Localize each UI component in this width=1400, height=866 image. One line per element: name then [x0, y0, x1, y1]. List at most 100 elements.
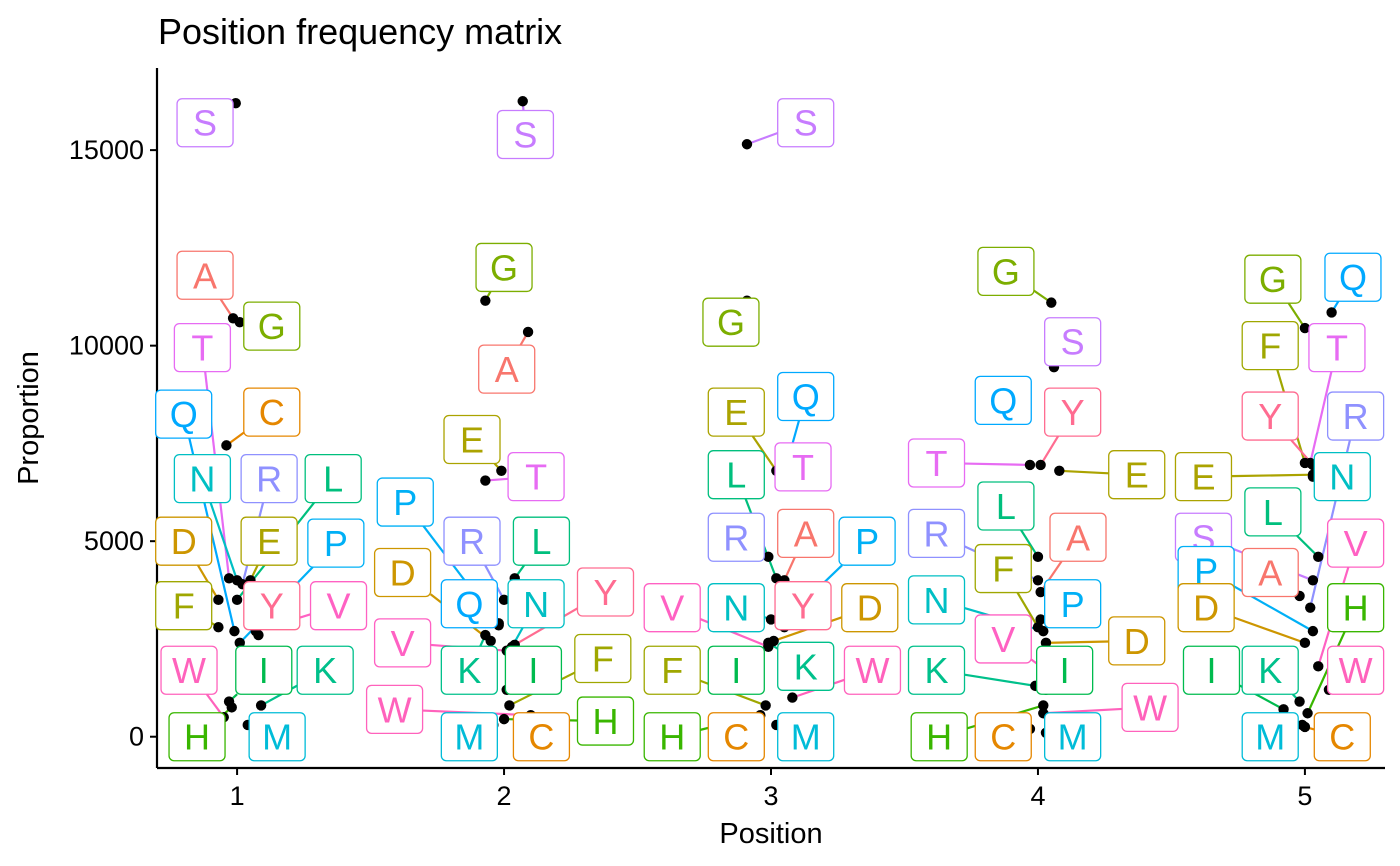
letter-label-box	[843, 645, 902, 695]
letter-label-text: V	[391, 623, 415, 664]
letter-label-box	[160, 645, 218, 695]
letter-label-box	[977, 246, 1035, 297]
letter-label-text: F	[173, 586, 195, 627]
letter-label-l: L	[512, 516, 571, 566]
letter-label-text: S	[193, 103, 217, 144]
letter-label-box	[974, 375, 1032, 426]
letter-label-text: F	[661, 650, 683, 691]
connector-line-l	[1020, 529, 1039, 558]
letter-label-text: P	[1061, 584, 1085, 625]
letter-label-box	[1044, 712, 1102, 762]
letter-label-text: F	[592, 639, 614, 680]
letter-label-box	[1326, 645, 1385, 695]
connector-line-e	[1059, 469, 1109, 475]
letter-label-text: G	[992, 251, 1020, 292]
letter-label-box	[496, 109, 555, 160]
connector-line-d	[1045, 640, 1109, 644]
letter-label-f: F	[974, 543, 1032, 594]
letter-label-text: F	[992, 549, 1014, 590]
letter-label-box	[507, 579, 565, 629]
data-point-t	[480, 475, 491, 486]
letter-label-box	[243, 387, 301, 437]
data-point-l	[1313, 551, 1324, 563]
data-point-r	[1032, 575, 1044, 586]
data-point-r	[763, 551, 774, 563]
letter-label-y: Y	[243, 581, 301, 631]
letter-label-box	[777, 712, 835, 762]
data-point-f	[504, 700, 515, 711]
letter-label-box	[643, 583, 701, 633]
letter-label-box	[235, 645, 293, 695]
letter-label-n: N	[707, 583, 765, 633]
letter-label-c: C	[1313, 712, 1371, 762]
letter-label-p: P	[838, 516, 896, 566]
letter-label-text: P	[855, 521, 879, 562]
letter-label-text: Y	[791, 586, 815, 627]
letter-label-d: D	[841, 583, 899, 633]
letter-label-k: K	[296, 645, 354, 695]
letter-label-text: P	[324, 523, 348, 564]
connector-line-h	[1306, 631, 1346, 714]
letter-label-text: D	[1124, 621, 1150, 662]
letter-label-box	[243, 581, 301, 631]
connector-line-f	[1016, 591, 1039, 628]
letter-label-box	[1326, 518, 1385, 568]
letter-label-box	[309, 581, 368, 631]
letter-label-box	[478, 344, 536, 394]
letter-label-box	[507, 452, 565, 502]
data-point-d	[1299, 637, 1311, 649]
letter-label-d: D	[1177, 583, 1235, 633]
letter-label-text: A	[1258, 552, 1282, 593]
letter-label-box	[774, 581, 832, 631]
letter-label-text: I	[1060, 650, 1070, 691]
data-point-s	[741, 139, 753, 150]
letter-label-box	[702, 297, 760, 347]
letter-label-e: E	[240, 516, 298, 566]
letter-label-box	[576, 696, 635, 746]
letter-label-v: V	[309, 581, 368, 631]
letter-label-text: K	[313, 650, 337, 691]
letter-label-h: H	[576, 696, 635, 746]
letter-label-text: L	[1263, 492, 1283, 533]
letter-label-m: M	[777, 712, 835, 762]
letter-label-i: I	[504, 645, 563, 695]
letter-label-y: Y	[576, 567, 635, 617]
letter-label-text: W	[378, 689, 412, 730]
data-point-c	[1299, 721, 1311, 733]
letter-label-box	[373, 618, 432, 668]
y-tick-label: 5000	[84, 526, 144, 556]
data-point-w	[787, 692, 798, 703]
letter-label-text: Y	[1258, 396, 1282, 437]
letter-label-w: W	[843, 645, 902, 695]
letter-label-f: F	[643, 645, 701, 695]
letter-label-text: K	[794, 646, 818, 687]
connector-line-s	[746, 131, 779, 146]
letter-label-text: T	[1326, 328, 1348, 369]
data-point-n	[1038, 625, 1049, 637]
data-point-g	[1299, 322, 1311, 334]
letter-label-text: P	[393, 482, 417, 523]
letter-label-text: W	[1339, 650, 1373, 691]
letter-label-n: N	[907, 575, 966, 625]
data-point-k	[1294, 696, 1305, 707]
letter-label-text: Q	[455, 584, 483, 625]
letter-label-k: K	[907, 645, 966, 695]
letter-label-h: H	[910, 712, 968, 762]
letter-label-text: S	[794, 103, 818, 144]
x-tick-label: 4	[1030, 781, 1045, 811]
letter-label-box	[1177, 583, 1235, 633]
letter-label-box	[443, 414, 501, 465]
data-point-l	[1032, 551, 1044, 563]
letter-label-n: N	[507, 579, 565, 629]
x-tick-label: 1	[230, 781, 245, 811]
letter-label-t: T	[774, 442, 832, 492]
data-point-t	[1024, 459, 1036, 471]
letter-label-box	[1313, 712, 1371, 762]
letter-label-m: M	[1044, 712, 1102, 762]
data-point-s	[517, 96, 528, 107]
letter-label-text: Q	[1339, 257, 1367, 298]
data-point-k	[763, 637, 774, 649]
letter-label-r: R	[707, 512, 765, 562]
letter-label-box	[176, 98, 234, 148]
